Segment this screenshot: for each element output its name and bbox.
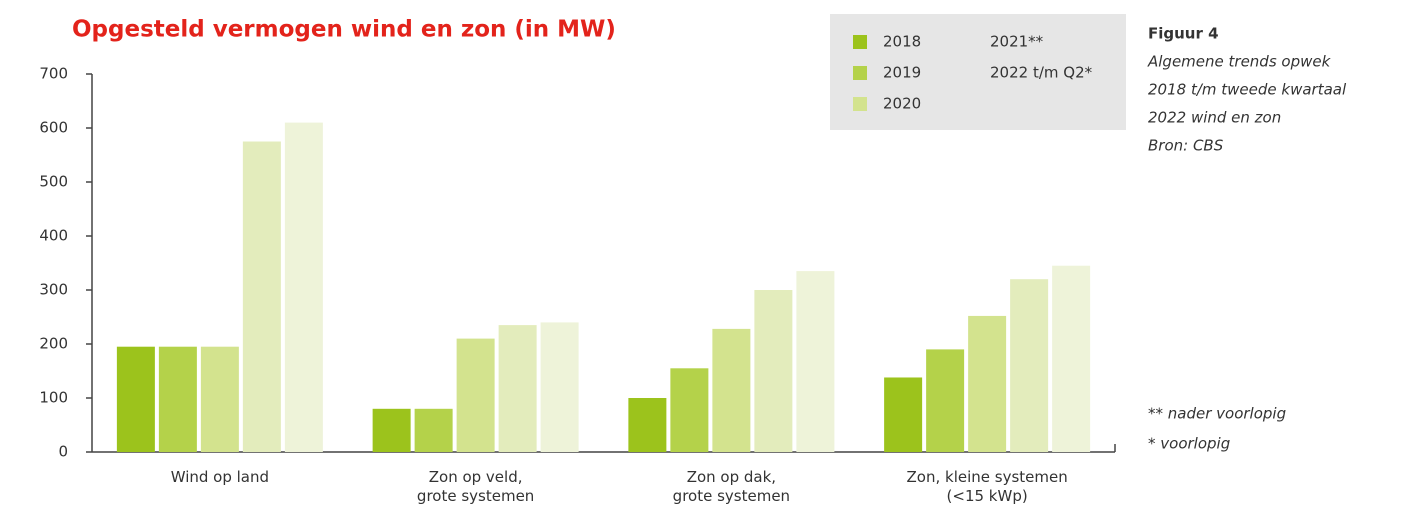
x-tick-label: Wind op land <box>170 468 270 486</box>
legend-label: 2018 <box>883 33 921 51</box>
bar <box>1052 265 1091 452</box>
bar <box>712 328 751 452</box>
y-tick-label: 500 <box>39 173 68 191</box>
bar <box>116 346 155 452</box>
bar <box>796 271 835 452</box>
figure-caption: 2022 wind en zon <box>1148 109 1281 127</box>
legend-label: 2022 t/m Q2* <box>990 64 1093 82</box>
bar <box>628 398 667 452</box>
legend-swatch <box>853 66 867 80</box>
bar <box>498 325 537 452</box>
bar <box>372 408 411 452</box>
figure-caption: Bron: CBS <box>1148 137 1224 155</box>
x-tick-label: Zon, kleine systemen (<15 kWp) <box>906 468 1068 505</box>
legend-label: 2020 <box>883 95 921 113</box>
y-tick-label: 300 <box>39 281 68 299</box>
y-tick-label: 0 <box>58 443 68 461</box>
legend-label: 2021** <box>990 33 1044 51</box>
legend-swatch <box>853 97 867 111</box>
figure-heading: Figuur 4 <box>1148 25 1219 43</box>
bar <box>242 141 281 452</box>
legend-label: 2019 <box>883 64 921 82</box>
bar <box>200 346 239 452</box>
x-tick-label: Zon op veld, grote systemen <box>416 468 535 505</box>
bar <box>158 346 197 452</box>
bar <box>456 338 495 452</box>
bar <box>414 408 453 452</box>
footnote: ** nader voorlopig <box>1148 405 1286 423</box>
bar <box>926 349 965 452</box>
bar <box>540 322 579 452</box>
bar <box>884 377 923 452</box>
bar <box>284 122 323 452</box>
y-tick-label: 400 <box>39 227 68 245</box>
y-tick-label: 600 <box>39 119 68 137</box>
x-tick-label: Zon op dak, grote systemen <box>672 468 791 505</box>
figure-caption: 2018 t/m tweede kwartaal <box>1148 81 1347 99</box>
bar <box>754 290 793 452</box>
figure-caption: Algemene trends opwek <box>1147 53 1332 71</box>
y-tick-label: 100 <box>39 389 68 407</box>
bar <box>968 315 1007 452</box>
footnote: * voorlopig <box>1148 435 1230 453</box>
legend-box <box>830 14 1126 130</box>
bar <box>1010 279 1049 452</box>
bar <box>670 368 709 452</box>
y-tick-label: 200 <box>39 335 68 353</box>
y-tick-label: 700 <box>39 65 68 83</box>
chart-title: Opgesteld vermogen wind en zon (in MW) <box>72 17 616 43</box>
legend-swatch <box>853 35 867 49</box>
